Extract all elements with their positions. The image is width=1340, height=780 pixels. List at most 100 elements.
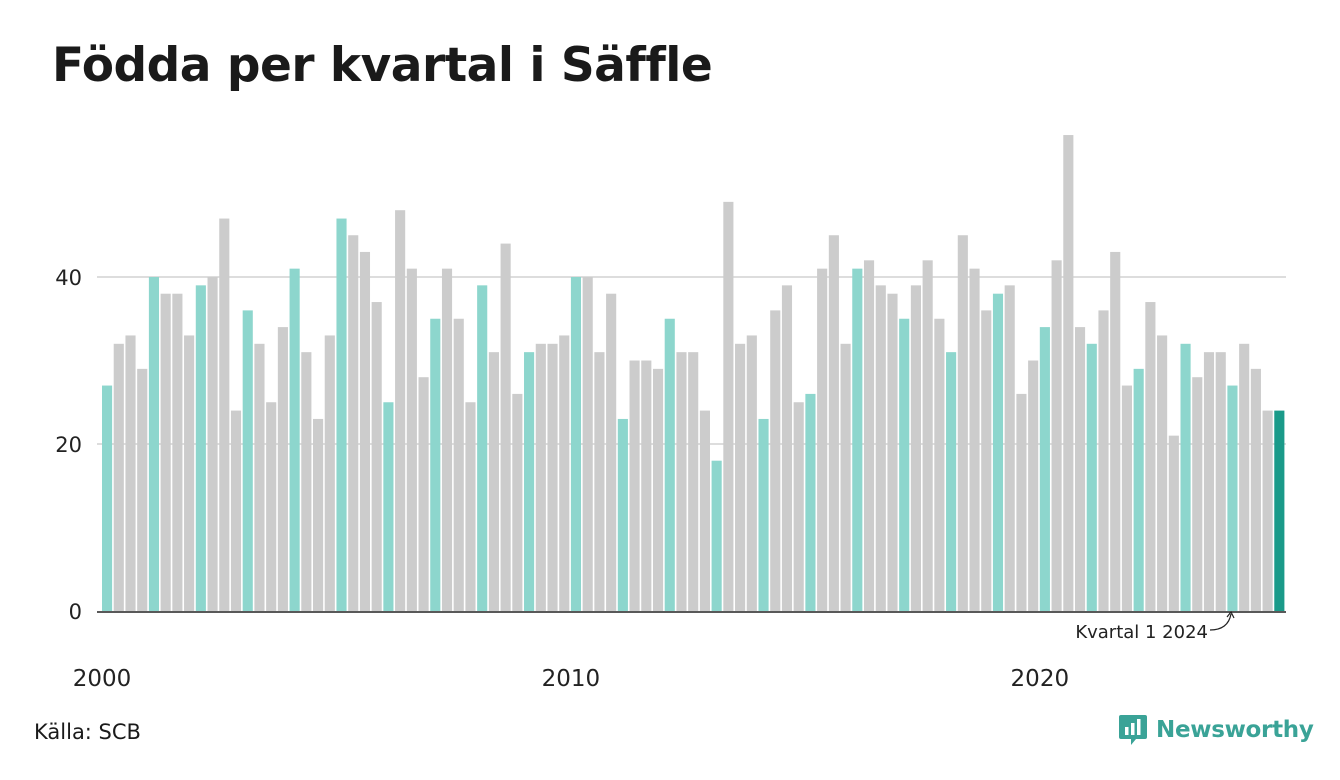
bar	[1169, 436, 1179, 611]
bar	[852, 269, 862, 611]
bar	[114, 344, 124, 611]
bar	[981, 310, 991, 611]
bar	[958, 235, 968, 611]
bar	[1040, 327, 1050, 611]
bar	[993, 294, 1003, 611]
bar	[348, 235, 358, 611]
bar	[723, 202, 733, 611]
bar	[1087, 344, 1097, 611]
bar	[782, 285, 792, 611]
bar	[501, 244, 511, 611]
bar	[1145, 302, 1155, 611]
bar	[1180, 344, 1190, 611]
bar	[1192, 377, 1202, 611]
bar	[606, 294, 616, 611]
annotation-label: Kvartal 1 2024	[1075, 622, 1208, 643]
bar	[1263, 411, 1273, 611]
bar	[969, 269, 979, 611]
bar	[688, 352, 698, 611]
bar	[161, 294, 171, 611]
bar	[712, 461, 722, 611]
bar	[805, 394, 815, 611]
bar	[1075, 327, 1085, 611]
bar	[700, 411, 710, 611]
x-tick-label: 2020	[1011, 666, 1070, 692]
y-tick-label: 20	[55, 433, 82, 457]
bar	[254, 344, 264, 611]
bar	[219, 219, 229, 611]
bar	[817, 269, 827, 611]
bar	[243, 310, 253, 611]
bar	[313, 419, 323, 611]
bar	[758, 419, 768, 611]
brand[interactable]: Newsworthy	[1118, 713, 1314, 747]
bar	[489, 352, 499, 611]
bar	[465, 402, 475, 611]
bar	[1005, 285, 1015, 611]
bar	[407, 269, 417, 611]
bar	[524, 352, 534, 611]
bar	[841, 344, 851, 611]
bar	[1052, 260, 1062, 611]
bar	[1251, 369, 1261, 611]
bar	[547, 344, 557, 611]
y-tick-label: 40	[55, 266, 82, 290]
bar	[794, 402, 804, 611]
bar	[172, 294, 182, 611]
bar	[372, 302, 382, 611]
bar	[1098, 310, 1108, 611]
bar	[149, 277, 159, 611]
bar	[1016, 394, 1026, 611]
y-tick-label: 0	[69, 600, 82, 624]
bar	[630, 361, 640, 612]
bar	[1134, 369, 1144, 611]
bar	[559, 335, 569, 611]
annotation: Kvartal 1 2024	[1075, 612, 1234, 643]
bar	[290, 269, 300, 611]
bar	[887, 294, 897, 611]
bar	[899, 319, 909, 611]
bar	[102, 386, 112, 611]
x-tick-label: 2010	[542, 666, 601, 692]
bar	[360, 252, 370, 611]
bar	[301, 352, 311, 611]
bar	[594, 352, 604, 611]
bar	[618, 419, 628, 611]
bar	[653, 369, 663, 611]
bar	[923, 260, 933, 611]
bar	[419, 377, 429, 611]
bar	[512, 394, 522, 611]
bar	[231, 411, 241, 611]
bar	[829, 235, 839, 611]
bar	[934, 319, 944, 611]
bar	[747, 335, 757, 611]
bar	[125, 335, 135, 611]
bar	[583, 277, 593, 611]
bar	[641, 361, 651, 612]
newsworthy-logo-icon	[1118, 713, 1148, 747]
bar	[395, 210, 405, 611]
bar	[864, 260, 874, 611]
bar	[1110, 252, 1120, 611]
bar	[1157, 335, 1167, 611]
bar	[1239, 344, 1249, 611]
bar	[266, 402, 276, 611]
bar	[571, 277, 581, 611]
bar	[911, 285, 921, 611]
bar	[454, 319, 464, 611]
y-axis: 0 20 40	[55, 266, 82, 624]
bar	[477, 285, 487, 611]
bar	[383, 402, 393, 611]
bar	[876, 285, 886, 611]
bar	[1063, 135, 1073, 611]
bar	[735, 344, 745, 611]
bar	[137, 369, 147, 611]
bar	[676, 352, 686, 611]
source-label: Källa: SCB	[34, 720, 141, 744]
bar	[442, 269, 452, 611]
bar	[536, 344, 546, 611]
bar	[770, 310, 780, 611]
bar	[184, 335, 194, 611]
bar	[1122, 386, 1132, 611]
bar	[196, 285, 206, 611]
